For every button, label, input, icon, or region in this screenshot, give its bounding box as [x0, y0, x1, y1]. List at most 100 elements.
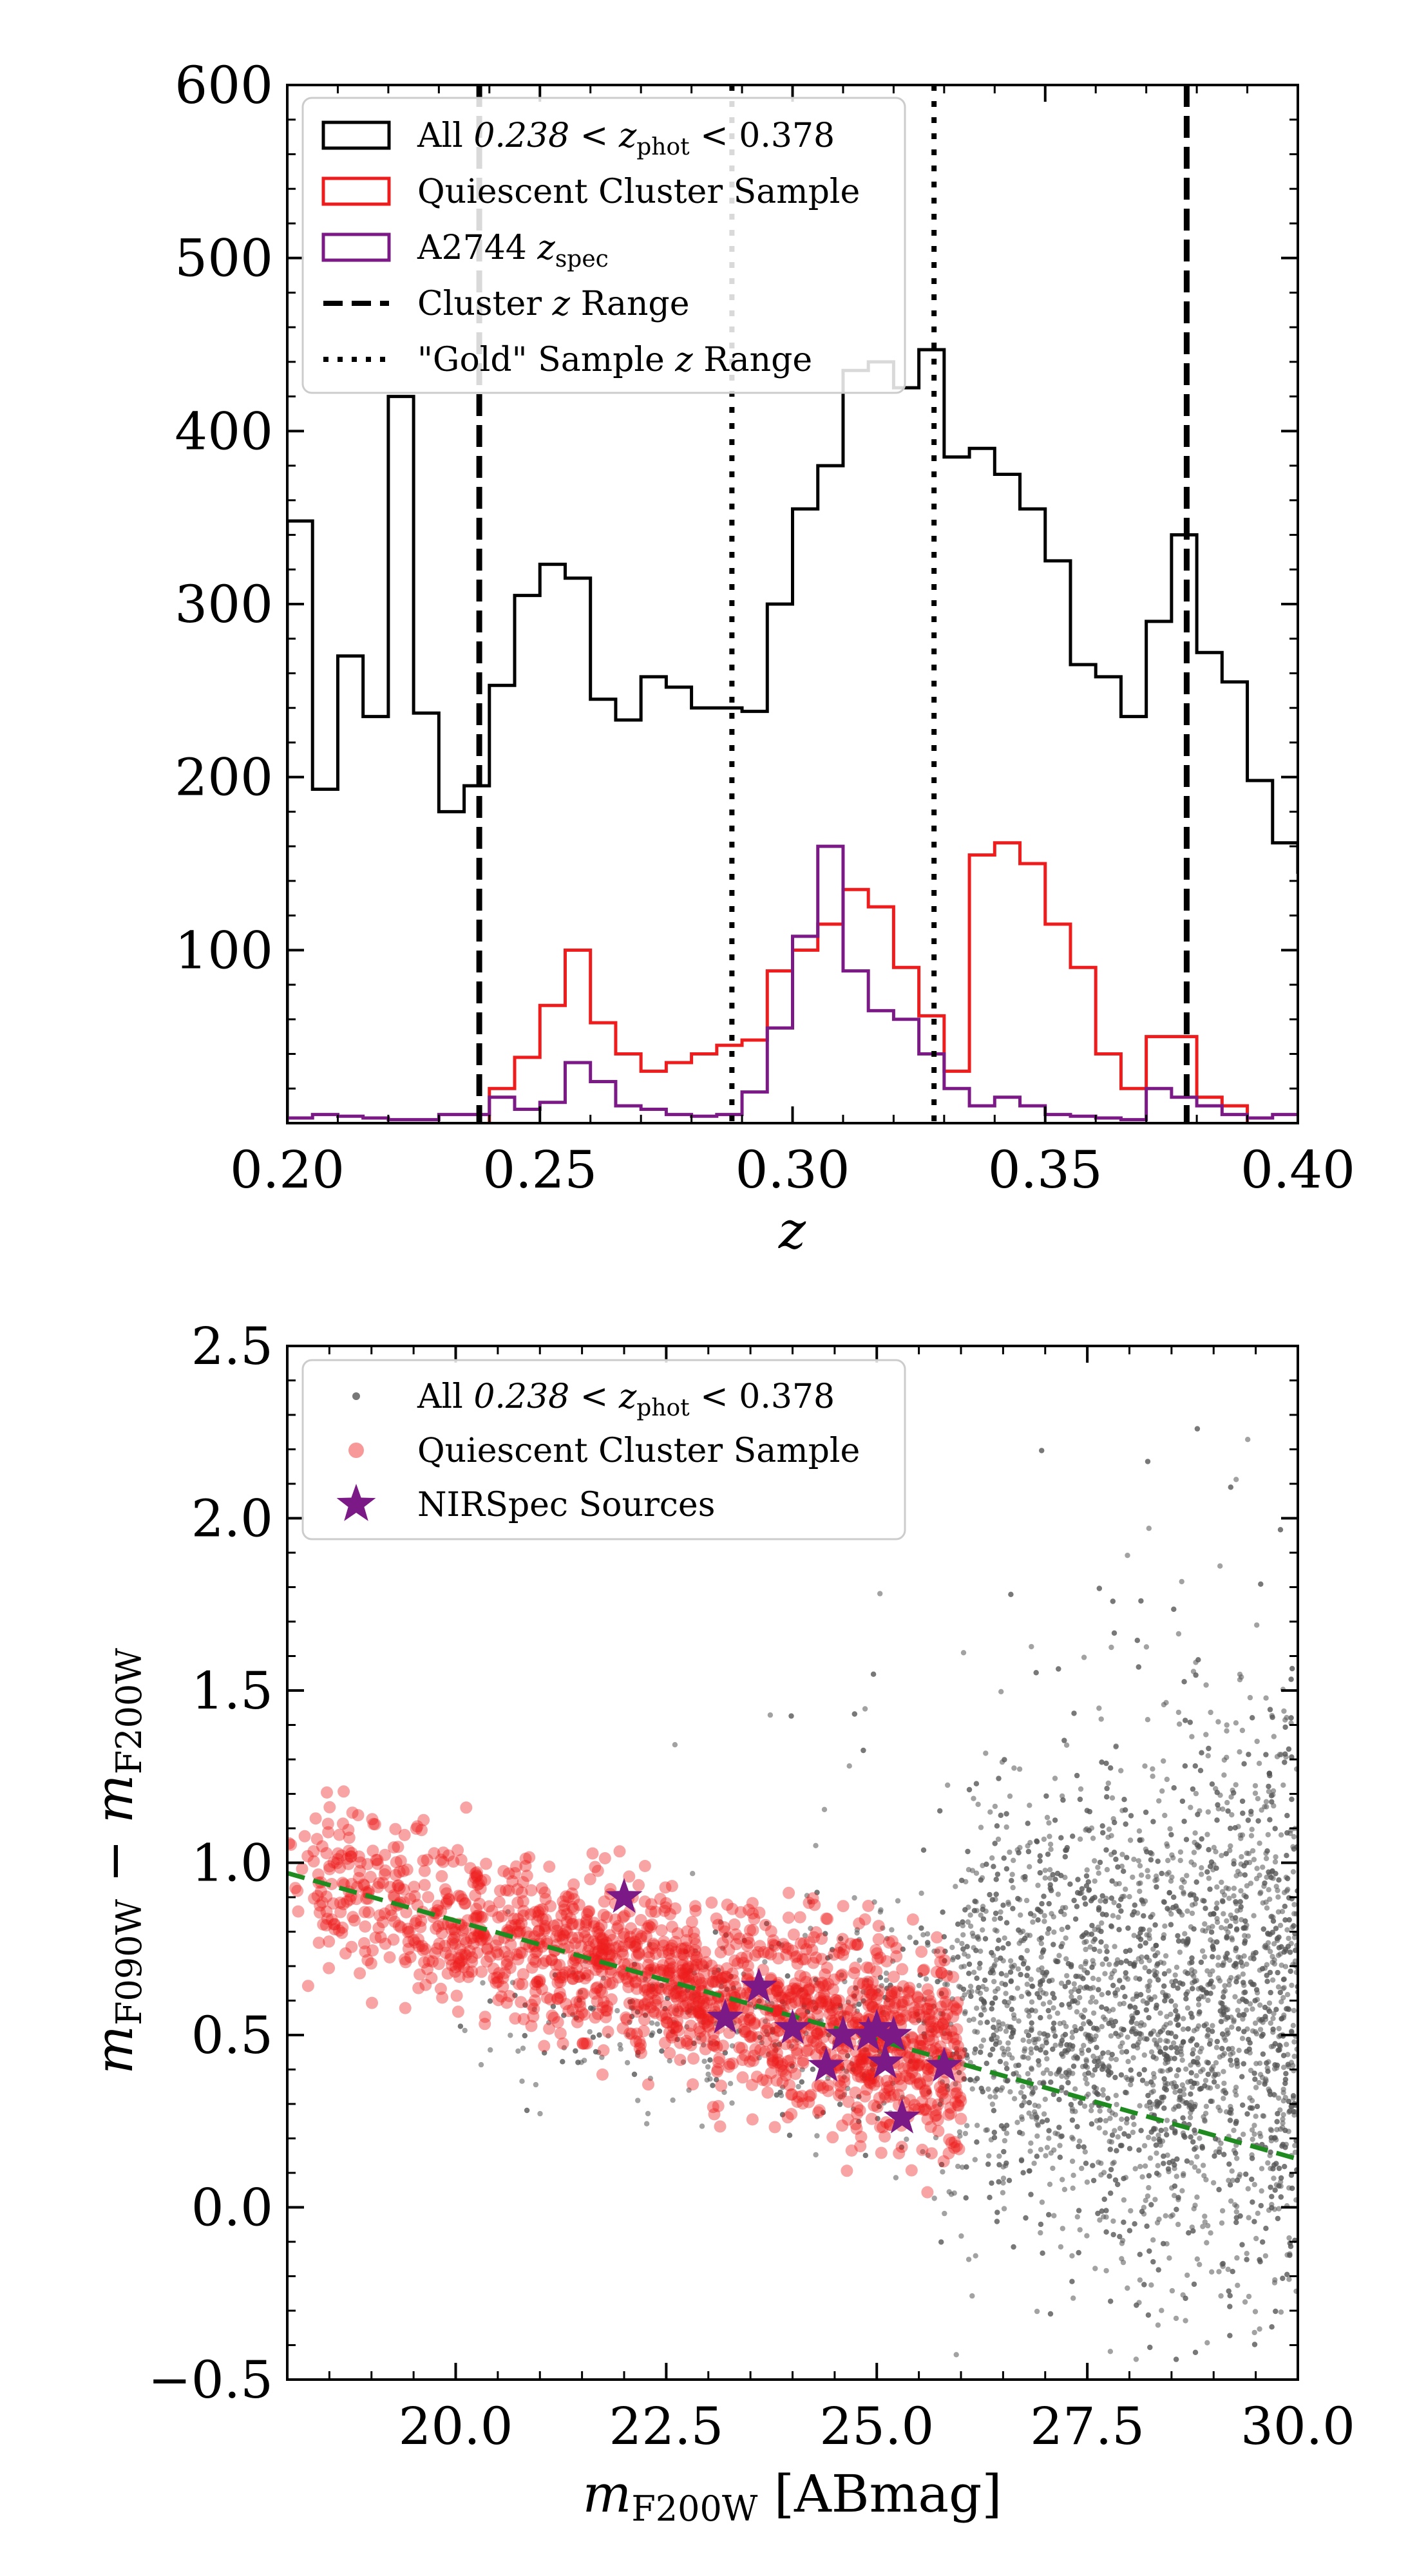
all-source-point: [1108, 1895, 1115, 1901]
all-source-point: [958, 2233, 964, 2239]
all-source-point: [1174, 2045, 1179, 2051]
quiescent-point: [677, 1990, 690, 2003]
all-source-point: [1272, 2062, 1278, 2068]
histogram-y-tick-label: 600: [175, 55, 273, 115]
quiescent-point: [866, 2000, 879, 2013]
all-source-point: [1168, 2045, 1174, 2050]
all-source-point: [1003, 1973, 1009, 1978]
all-source-point: [1133, 2031, 1139, 2037]
all-source-point: [1056, 1666, 1061, 1672]
all-source-point: [1139, 1897, 1145, 1903]
all-source-point: [1096, 1705, 1102, 1711]
all-source-point: [937, 2101, 943, 2107]
quiescent-point: [923, 2034, 936, 2047]
all-source-point: [1257, 2130, 1263, 2136]
quiescent-point: [785, 2108, 798, 2121]
all-source-point: [974, 2076, 980, 2081]
all-source-point: [1103, 2117, 1109, 2124]
all-source-point: [1194, 2042, 1200, 2048]
quiescent-point: [337, 1817, 349, 1830]
all-source-point: [1046, 1820, 1052, 1826]
all-source-point: [900, 2094, 906, 2100]
all-source-point: [890, 1958, 896, 1964]
quiescent-point: [827, 2016, 840, 2029]
quiescent-point: [948, 2136, 961, 2148]
all-source-point: [1240, 2102, 1246, 2108]
all-source-point: [1184, 2272, 1190, 2278]
all-source-point: [1273, 1871, 1279, 1877]
all-source-point: [982, 1977, 988, 1984]
all-source-point: [596, 2032, 602, 2038]
all-source-point: [837, 2101, 843, 2107]
all-source-point: [1211, 2079, 1217, 2085]
all-source-point: [1245, 1933, 1251, 1939]
all-source-point: [1059, 2051, 1065, 2057]
all-source-point: [1204, 2033, 1210, 2040]
all-source-point: [1081, 2103, 1088, 2109]
all-source-point: [1113, 1856, 1119, 1862]
all-source-point: [914, 2011, 920, 2017]
all-source-point: [862, 2152, 869, 2159]
all-source-point: [1103, 1956, 1109, 1962]
all-source-point: [650, 1986, 656, 1993]
all-source-point: [1250, 1848, 1256, 1854]
all-source-point: [1100, 2092, 1106, 2098]
all-source-point: [963, 2195, 969, 2201]
all-source-point: [1009, 1964, 1014, 1969]
quiescent-point: [941, 2008, 954, 2021]
quiescent-point: [414, 1921, 427, 1933]
all-source-point: [1195, 2002, 1202, 2008]
all-source-point: [1221, 1989, 1227, 1995]
all-source-point: [1189, 1734, 1195, 1739]
all-source-point: [937, 1808, 943, 1814]
quiescent-point: [772, 1981, 785, 1994]
all-source-point: [849, 2061, 855, 2067]
quiescent-point: [925, 2147, 938, 2160]
quiescent-point: [927, 2034, 940, 2047]
quiescent-point: [708, 2108, 721, 2121]
all-source-point: [1188, 2134, 1194, 2140]
all-source-point: [1204, 1968, 1210, 1974]
all-source-point: [1262, 2081, 1268, 2087]
all-source-point: [1000, 2180, 1006, 2186]
all-source-point: [973, 1870, 980, 1876]
quiescent-point: [766, 2056, 779, 2069]
all-source-point: [1027, 2168, 1032, 2174]
all-source-point: [861, 1747, 866, 1754]
quiescent-point: [895, 2013, 908, 2025]
all-source-point: [1226, 1982, 1232, 1988]
all-source-point: [1286, 1917, 1292, 1923]
all-source-point: [1192, 2127, 1197, 2133]
all-source-point: [991, 2024, 996, 2031]
all-source-point: [1155, 1859, 1161, 1864]
all-source-point: [1233, 1946, 1239, 1951]
all-source-point: [769, 2001, 775, 2007]
all-source-point: [1110, 1913, 1116, 1918]
quiescent-point: [692, 2005, 705, 2018]
histogram-x-label: z: [778, 1200, 806, 1260]
all-source-point: [1288, 1968, 1293, 1975]
all-source-point: [788, 2043, 795, 2049]
quiescent-point: [685, 1989, 698, 2001]
quiescent-point: [866, 2001, 879, 2013]
all-source-point: [1282, 2127, 1288, 2134]
all-source-point: [1163, 1700, 1169, 1705]
all-source-point: [1195, 2055, 1201, 2061]
all-source-point: [1199, 2144, 1205, 2150]
all-source-point: [1253, 1987, 1260, 1993]
all-source-point: [1175, 1709, 1182, 1716]
all-source-point: [1291, 2039, 1297, 2045]
all-source-point: [1250, 2136, 1255, 2143]
quiescent-point: [828, 1948, 841, 1961]
all-source-point: [1070, 1998, 1076, 2004]
all-source-point: [1228, 2198, 1234, 2204]
all-source-point: [1001, 1855, 1007, 1861]
all-source-point: [1127, 2228, 1133, 2233]
all-source-point: [1043, 1991, 1049, 1997]
all-source-point: [1041, 1893, 1047, 1899]
all-source-point: [1202, 2219, 1208, 2225]
all-source-point: [1291, 2053, 1297, 2060]
quiescent-point: [517, 1904, 530, 1917]
quiescent-point: [332, 1924, 345, 1937]
